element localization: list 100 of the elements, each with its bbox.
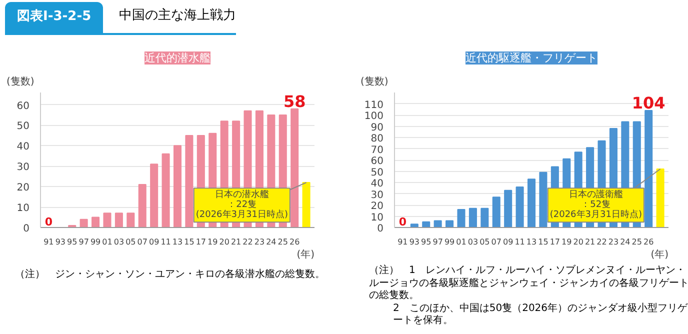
x-axis-title: (年) xyxy=(296,248,315,260)
bar xyxy=(410,224,418,228)
x-tick-label: 20 xyxy=(219,238,230,246)
y-tick-label: 90 xyxy=(370,122,384,134)
y-tick-label: 10 xyxy=(370,212,384,224)
y-axis-title: (隻数) xyxy=(360,76,388,88)
text: 中国の主な海上戦力 xyxy=(118,7,236,26)
x-tick-label: 23 xyxy=(254,238,265,246)
text: 2 このほか、中国は50隻（2026年）のジャンダオ級小型フリゲートを保有。 xyxy=(393,302,688,328)
x-tick-label: 21 xyxy=(584,238,596,246)
y-tick-label: 20 xyxy=(16,182,30,194)
x-tick-label: 09 xyxy=(502,238,514,246)
y-tick-label: 10 xyxy=(16,203,30,214)
y-tick-label: 60 xyxy=(370,156,384,167)
y-tick-label: 50 xyxy=(370,167,384,178)
text: （注） 1 レンハイ・ルフ・ルーハイ・ソブレメンヌイ・ルーヤン・ルージョウの各級駆逐艦とジャンウェイ・ジャンカイの各級フリゲートの総隻数。 xyxy=(369,265,688,302)
x-tick-label: 26 xyxy=(644,238,654,246)
x-tick-label: 03 xyxy=(114,238,124,246)
bar xyxy=(422,221,430,228)
x-tick-label: 20 xyxy=(573,238,584,246)
x-tick-label: 05 xyxy=(126,238,136,246)
y-tick-label: 0 xyxy=(23,224,30,234)
x-axis-title: (年) xyxy=(650,248,669,260)
bar xyxy=(457,209,466,228)
x-tick-label: 95 xyxy=(421,238,432,246)
x-tick-label: 13 xyxy=(526,238,537,246)
bar xyxy=(539,172,548,228)
y-tick-label: 60 xyxy=(16,100,30,112)
x-tick-label: 23 xyxy=(608,238,619,246)
x-tick-label: 97 xyxy=(78,238,89,246)
bar xyxy=(480,208,489,228)
bar xyxy=(644,110,653,228)
x-tick-label: 17 xyxy=(550,238,560,246)
x-tick-label: 22 xyxy=(242,238,253,246)
x-tick-label: 93 xyxy=(55,238,66,246)
x-tick-label: 15 xyxy=(538,238,548,246)
bar xyxy=(150,164,158,228)
bar xyxy=(126,212,135,228)
bar xyxy=(138,184,146,228)
bar xyxy=(92,216,100,228)
x-tick-label: 91 xyxy=(398,238,408,246)
bar xyxy=(290,108,299,228)
x-tick-label: 07 xyxy=(137,238,148,246)
chart-title: 近代的駆逐艦・フリゲート xyxy=(466,52,598,64)
bar xyxy=(527,178,536,228)
x-tick-label: 01 xyxy=(456,238,466,246)
y-tick-label: 0 xyxy=(377,224,384,234)
y-tick-label: 40 xyxy=(370,178,384,190)
y-tick-label: 110 xyxy=(364,100,384,111)
bar xyxy=(185,134,194,228)
x-tick-label: 93 xyxy=(409,238,420,246)
x-tick-label: 21 xyxy=(230,238,242,246)
x-tick-label: 25 xyxy=(278,238,288,246)
bar xyxy=(656,168,664,228)
annotation: 日本の護衛艦：52隻(2026年3月31日時点) xyxy=(550,189,642,220)
y-tick-label: 30 xyxy=(16,162,30,174)
x-tick-label: 01 xyxy=(102,238,112,246)
x-tick-label: 22 xyxy=(596,238,607,246)
bar xyxy=(114,212,123,228)
x-tick-label: 19 xyxy=(562,238,572,246)
x-tick-label: 95 xyxy=(67,238,78,246)
chart-title: 近代的潜水艦 xyxy=(144,52,210,64)
y-tick-label: 20 xyxy=(370,201,384,212)
x-tick-label: 97 xyxy=(432,238,443,246)
y-axis-title: (隻数) xyxy=(6,76,34,88)
y-tick-label: 50 xyxy=(16,121,30,132)
y-tick-label: 30 xyxy=(370,190,384,201)
x-tick-label: 09 xyxy=(148,238,160,246)
bar xyxy=(492,196,500,228)
x-tick-label: 11 xyxy=(514,238,525,246)
x-tick-label: 11 xyxy=(160,238,171,246)
x-tick-label: 13 xyxy=(172,238,183,246)
y-tick-label: 40 xyxy=(16,142,30,153)
bar xyxy=(162,153,170,228)
x-tick-label: 25 xyxy=(632,238,642,246)
x-tick-label: 26 xyxy=(290,238,300,246)
annotation: 日本の潜水艦：22隻(2026年3月31日時点) xyxy=(196,189,288,220)
bar xyxy=(103,212,112,228)
x-tick-label: 91 xyxy=(44,238,54,246)
bar xyxy=(504,190,512,228)
y-tick-label: 100 xyxy=(364,111,384,122)
bar xyxy=(434,220,442,228)
bar xyxy=(302,182,310,228)
x-tick-label: 05 xyxy=(480,238,490,246)
x-tick-label: 24 xyxy=(620,238,630,246)
bar xyxy=(516,186,524,228)
bar xyxy=(173,145,182,228)
text: （注） ジン・シャン・ソン・ユアン・キロの各級潜水艦の総隻数。 xyxy=(15,269,326,282)
x-tick-label: 99 xyxy=(90,238,101,246)
data-label: 0 xyxy=(44,216,53,228)
x-tick-label: 17 xyxy=(196,238,206,246)
bar xyxy=(80,218,88,228)
text: 図表Ⅰ-3-2-5 xyxy=(5,2,104,33)
x-tick-label: 07 xyxy=(491,238,502,246)
bar xyxy=(446,220,454,228)
y-tick-label: 80 xyxy=(370,134,384,144)
data-label: 58 xyxy=(283,92,306,111)
x-tick-label: 15 xyxy=(184,238,194,246)
data-label: 0 xyxy=(398,216,407,228)
x-tick-label: 03 xyxy=(468,238,478,246)
